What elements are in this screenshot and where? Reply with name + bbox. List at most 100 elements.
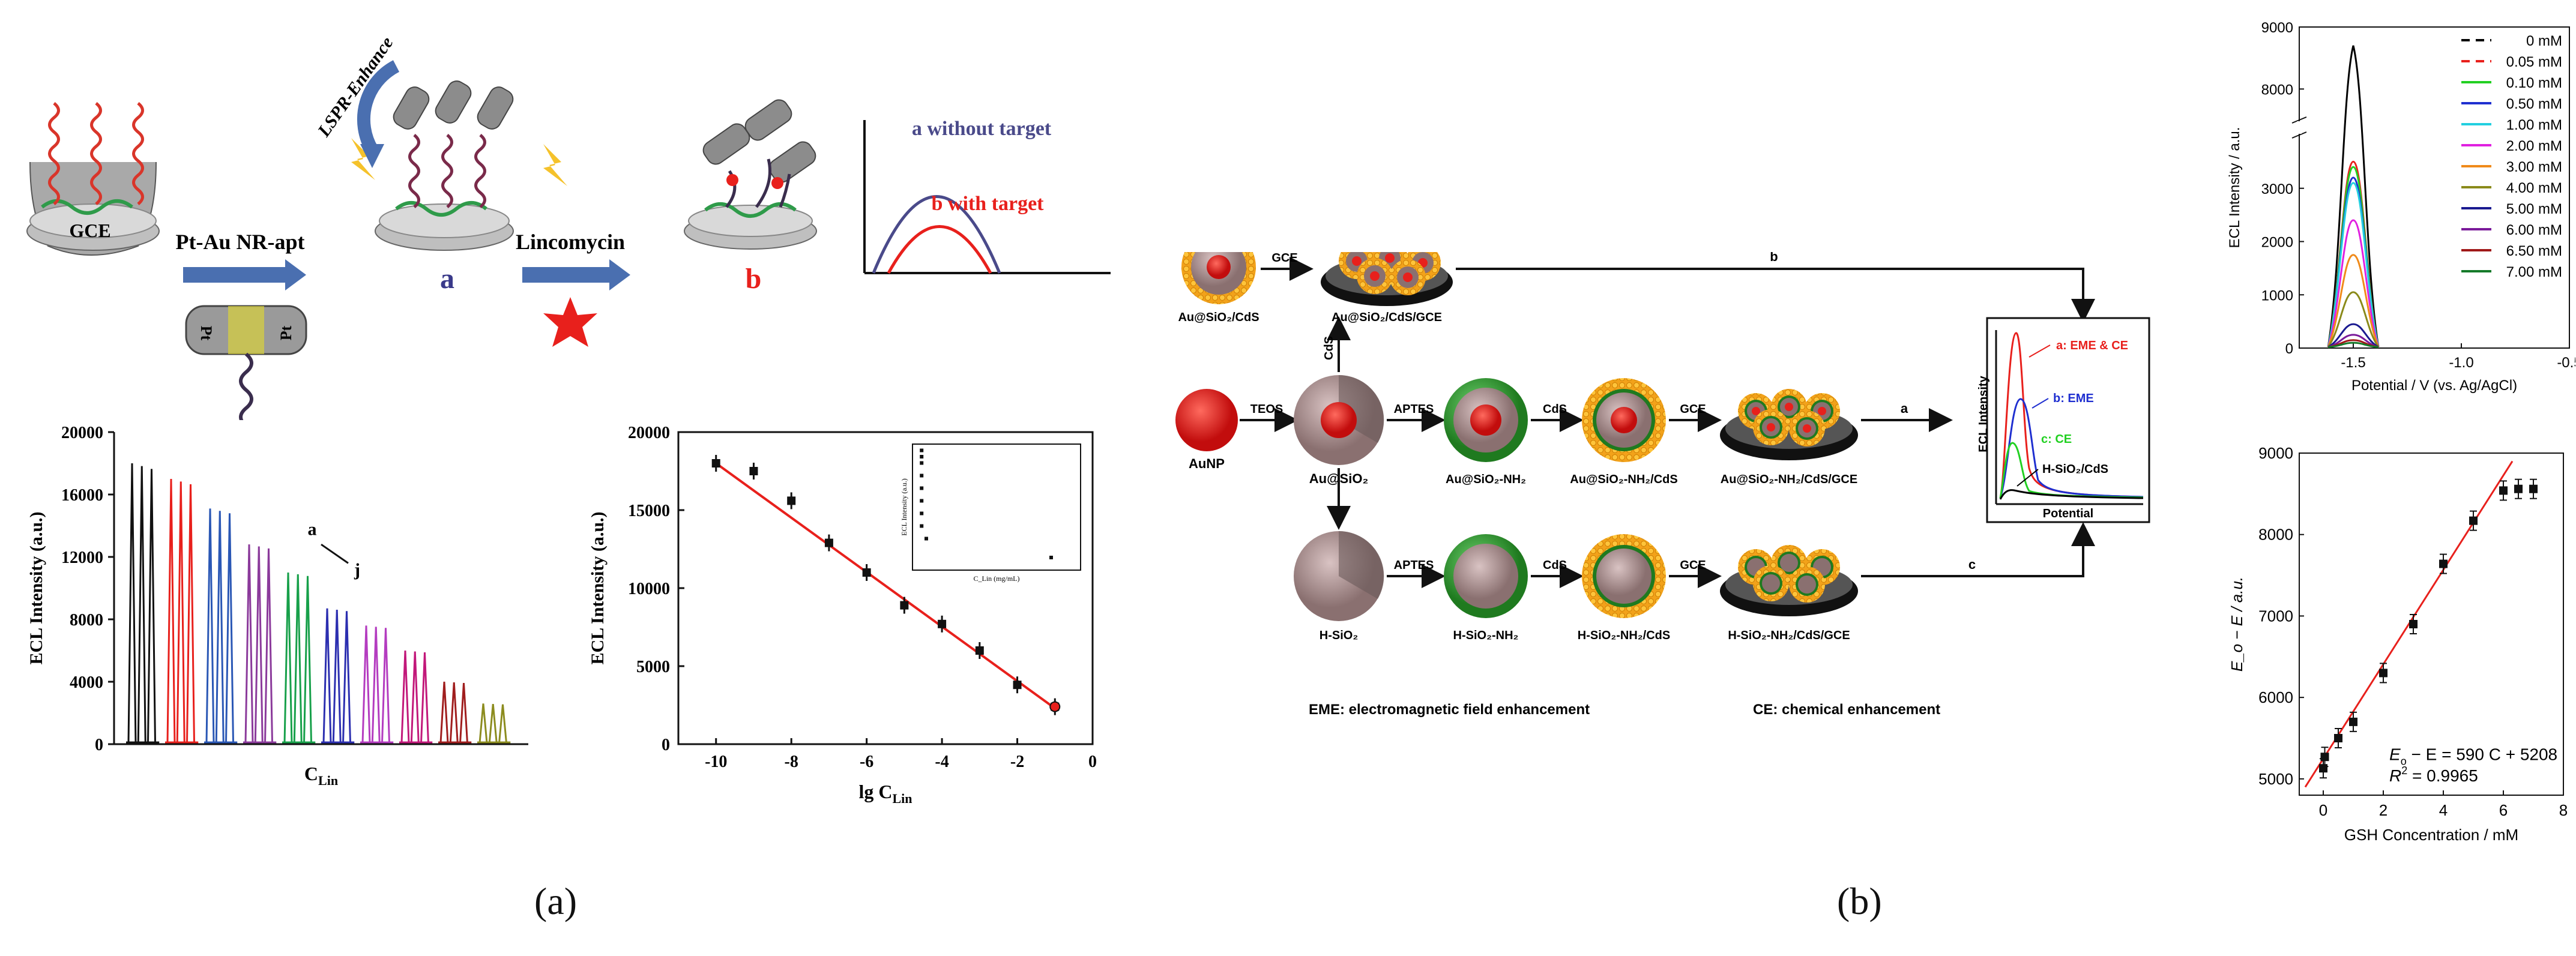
spectrum-peak bbox=[186, 484, 195, 744]
spectrum-group-0 bbox=[126, 463, 160, 744]
data-point bbox=[2379, 669, 2387, 678]
h-sio2-nh2-cds-gce-label: H-SiO₂-NH₂/CdS/GCE bbox=[1728, 629, 1850, 642]
au-sio2-nh2-label: Au@SiO₂-NH₂ bbox=[1446, 473, 1526, 486]
inset-plot: ECL Intensity (a.u.) C_Lin (mg/mL) bbox=[900, 443, 1081, 583]
scheme-b: AuNP TEOS Au@SiO₂ CdS Au@SiO₂/CdS GCE Au… bbox=[1175, 252, 2150, 718]
legend-label: 2.00 mM bbox=[2506, 138, 2562, 154]
legend-without-target: a without target bbox=[912, 118, 1052, 140]
annotation-end: j bbox=[354, 560, 360, 580]
pt-tip-right: Pt bbox=[277, 325, 295, 340]
spectrum-peak bbox=[293, 574, 303, 744]
legend-label: 7.00 mM bbox=[2506, 264, 2562, 280]
y-tick-label: 9000 bbox=[2261, 20, 2293, 36]
inset-ylabel: ECL Intensity (a.u.) bbox=[900, 478, 908, 536]
y-tick-label: 7000 bbox=[2258, 607, 2293, 625]
x-tick-label: 4 bbox=[2439, 801, 2448, 819]
fit-line bbox=[2304, 460, 2514, 788]
data-point bbox=[2439, 559, 2448, 568]
x-tick-label: -1.0 bbox=[2449, 355, 2473, 371]
spectrum-peak bbox=[332, 610, 342, 744]
inset-point bbox=[920, 473, 924, 478]
h-sio2-nh2-cds-gce-electrode bbox=[1720, 545, 1858, 616]
spectrum-peak bbox=[361, 625, 371, 744]
spectrum-line bbox=[2327, 341, 2379, 348]
annotation-start: a bbox=[308, 520, 317, 540]
mini-legend-c: c: CE bbox=[2041, 433, 2072, 446]
path-b-arrow bbox=[1456, 268, 2095, 323]
x-axis-title: GSH Concentration / mM bbox=[2344, 826, 2518, 844]
y-tick-label: 1000 bbox=[2261, 287, 2293, 304]
inset-frame bbox=[912, 443, 1081, 571]
x-tick-label: -0.5 bbox=[2557, 355, 2575, 371]
legend-with-target: b with target bbox=[932, 193, 1045, 215]
x-tick-label: -1.5 bbox=[2341, 355, 2365, 371]
y-tick-label: 6000 bbox=[2258, 688, 2293, 706]
aptes2-label: APTES bbox=[1394, 559, 1434, 572]
path-b-label: b bbox=[1770, 252, 1778, 264]
legend-label: 5.00 mM bbox=[2506, 201, 2562, 217]
spectrum-group-5 bbox=[321, 608, 355, 744]
inset-point bbox=[920, 524, 924, 528]
axis-break-gap bbox=[2297, 121, 2302, 134]
data-point bbox=[1013, 681, 1022, 690]
gce-label: GCE bbox=[69, 220, 110, 241]
spectrum-peak bbox=[439, 681, 449, 744]
y-tick-label: 12000 bbox=[61, 549, 103, 567]
mini-legend-d: H-SiO₂/CdS bbox=[2042, 463, 2108, 476]
data-point bbox=[862, 568, 871, 577]
data-point bbox=[2334, 734, 2342, 742]
au-sio2-nh2-cds-label: Au@SiO₂-NH₂/CdS bbox=[1570, 473, 1678, 486]
mini-xlabel: Potential bbox=[2043, 507, 2093, 520]
fit-line bbox=[715, 462, 1056, 709]
spectrum-peak bbox=[381, 628, 390, 744]
spectrum-peak bbox=[264, 548, 273, 744]
spectrum-group-7 bbox=[399, 650, 433, 744]
spectrum-peak bbox=[371, 627, 381, 744]
spectrum-peak bbox=[488, 703, 498, 744]
step-arrow-1: Pt-Au NR-apt bbox=[176, 230, 306, 290]
spectrum-peak bbox=[166, 478, 176, 744]
chart-gsh-spectra: 0 1000 2000 3000 8000 9000 -1.5 -1.0 -0.5 ECL Int… bbox=[2227, 20, 2575, 394]
spectrum-group-3 bbox=[243, 544, 277, 744]
gce-electrode-1: GCE bbox=[26, 102, 160, 256]
y-tick-label: 0 bbox=[95, 736, 103, 754]
legend-label: 0.05 mM bbox=[2506, 54, 2562, 70]
spectrum-line bbox=[2327, 291, 2380, 348]
step2-label: Lincomycin bbox=[516, 230, 625, 254]
spectrum-peak bbox=[127, 463, 137, 744]
legend-label: 1.00 mM bbox=[2506, 117, 2562, 133]
spectrum-line bbox=[2327, 219, 2380, 347]
spectrum-peak bbox=[254, 546, 264, 744]
data-point bbox=[787, 496, 796, 505]
spectrum-peak bbox=[215, 511, 225, 744]
spectrum-group-9 bbox=[477, 703, 511, 744]
spectrum-peak bbox=[400, 650, 410, 744]
y-tick-label: 10000 bbox=[628, 580, 670, 598]
y-tick-label: 0 bbox=[2285, 341, 2293, 357]
chart-ecl-spectra: 0 4000 8000 12000 16000 20000 ECL Intensity (a… bbox=[26, 424, 528, 788]
path-a-label: a bbox=[1901, 401, 1908, 416]
spectrum-line bbox=[2327, 182, 2380, 347]
spectrum-line bbox=[2327, 254, 2380, 347]
cds-up-label: CdS bbox=[1323, 336, 1336, 360]
y-axis-title: ECL Intensity (a.u.) bbox=[26, 511, 46, 664]
caption-b: (b) bbox=[1837, 880, 1882, 922]
inset-point bbox=[920, 511, 924, 516]
spectrum-peak bbox=[147, 469, 156, 744]
data-point bbox=[711, 459, 720, 467]
pt-tip-left: Pt bbox=[198, 326, 215, 341]
chart-ecl-calibration: 0 5000 10000 15000 20000 -10 -8 -6 -4 -2 0 ECL Inte… bbox=[588, 424, 1097, 804]
path-c-arrow bbox=[1861, 522, 2095, 577]
data-point bbox=[2499, 486, 2508, 495]
eme-note: EME: electromagnetic field enhancement bbox=[1309, 702, 1590, 718]
scheme-b-result-chart: ECL Intensity Potential a: EME & CE b: E… bbox=[1977, 317, 2150, 523]
gce2-label: GCE bbox=[1680, 403, 1706, 416]
spectrum-peak bbox=[244, 544, 254, 744]
annotation-arrow bbox=[321, 543, 349, 564]
scheme-a-peak-chart: a without target b with target bbox=[863, 118, 1111, 274]
cds2-label: CdS bbox=[1543, 559, 1567, 572]
legend-label: 6.00 mM bbox=[2506, 222, 2562, 238]
y-axis-title: E_o − E / a.u. bbox=[2228, 577, 2246, 672]
legend-label: 6.50 mM bbox=[2506, 243, 2562, 259]
pt-au-nanorod: Pt Pt bbox=[185, 305, 307, 420]
